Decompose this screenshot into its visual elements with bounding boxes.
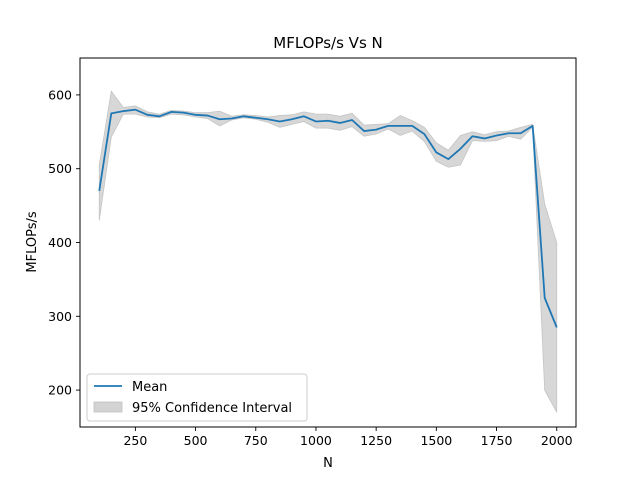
legend-box <box>86 373 308 422</box>
y-tick-label: 300 <box>48 309 72 324</box>
x-tick-label: 1250 <box>360 433 392 448</box>
legend: Mean 95% Confidence Interval <box>86 373 308 422</box>
x-tick-label: 500 <box>184 433 208 448</box>
x-tick-label: 1500 <box>420 433 452 448</box>
chart-title: MFLOPs/s Vs N <box>273 34 383 52</box>
x-tick-label: 2000 <box>541 433 573 448</box>
y-tick-label: 500 <box>48 161 72 176</box>
legend-mean-label: Mean <box>132 380 167 395</box>
x-axis-title: N <box>323 456 333 471</box>
x-tick-label: 750 <box>244 433 268 448</box>
y-axis-title: MFLOPs/s <box>25 211 40 272</box>
mean-line <box>98 108 558 328</box>
y-tick-label: 600 <box>48 87 72 102</box>
y-tick-label: 400 <box>48 235 72 250</box>
x-tick-label: 1750 <box>481 433 513 448</box>
plot-area <box>98 90 558 413</box>
legend-ci-swatch <box>93 401 123 413</box>
x-tick-label: 250 <box>123 433 147 448</box>
x-axis: 250 500 750 1000 1250 1500 1750 2000 <box>123 427 573 448</box>
y-axis: 200 300 400 500 600 <box>48 87 80 398</box>
x-tick-label: 1000 <box>300 433 332 448</box>
confidence-band <box>98 90 558 413</box>
y-tick-label: 200 <box>48 383 72 398</box>
legend-ci-label: 95% Confidence Interval <box>132 401 292 416</box>
